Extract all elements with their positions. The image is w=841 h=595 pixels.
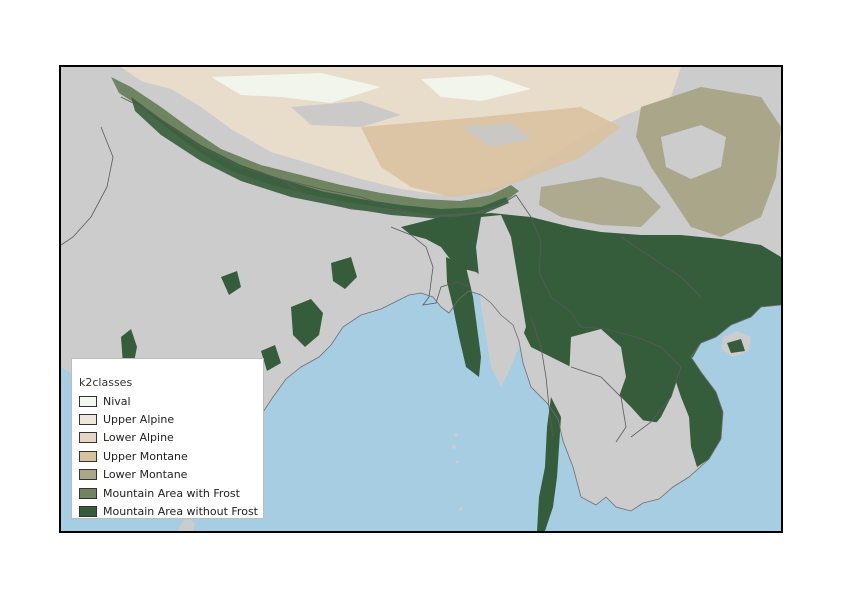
zone-himalaya-lower <box>131 97 509 219</box>
legend-label-nival: Nival <box>103 394 131 408</box>
legend-item-lower-alpine: Lower Alpine <box>79 429 263 447</box>
border-himalaya <box>120 96 517 218</box>
zone-india-patch-6 <box>261 345 281 371</box>
zone-india-patch-3 <box>331 257 357 289</box>
legend-label-lower-montane: Lower Montane <box>103 468 188 482</box>
island-nicobar <box>459 507 463 511</box>
legend-title: k2classes <box>79 376 133 389</box>
island-andaman-3 <box>455 460 459 464</box>
border-bangladesh <box>390 226 472 306</box>
border-thailand-cambodia <box>570 366 627 443</box>
legend-item-mountain-no-frost: Mountain Area without Frost <box>79 502 263 520</box>
zone-india-patch-1 <box>291 299 323 347</box>
zone-cambodia-lowland <box>613 417 673 487</box>
legend-swatch-lower-alpine <box>79 432 97 444</box>
border-myanmar-china <box>515 194 582 328</box>
legend-label-mountain-frost: Mountain Area with Frost <box>103 486 240 500</box>
legend-swatch-upper-alpine <box>79 414 97 426</box>
legend-swatch-mountain-frost <box>79 487 97 499</box>
zone-upper-montane-plateau <box>361 107 621 197</box>
legend-label-upper-alpine: Upper Alpine <box>103 413 175 427</box>
coastline <box>250 290 781 512</box>
map-legend: k2classes Nival Upper Alpine Lower Alpin… <box>71 358 264 519</box>
legend-label-mountain-no-frost: Mountain Area without Frost <box>103 505 258 519</box>
zone-india-patch-4 <box>221 271 241 295</box>
zone-india-patch-2 <box>121 329 137 367</box>
zone-malay-range <box>537 397 561 531</box>
zone-sichuan-basin <box>661 125 726 179</box>
legend-item-upper-alpine: Upper Alpine <box>79 410 263 428</box>
border-laos-vietnam <box>580 326 682 438</box>
zone-myanmar-west-range <box>446 257 481 377</box>
legend-swatch-upper-montane <box>79 450 97 462</box>
zone-thailand-lowland <box>569 329 626 417</box>
zone-hainan-green <box>727 339 745 353</box>
zone-yunnan-montane <box>539 177 661 227</box>
zone-nival-patches <box>211 73 531 103</box>
legend-item-nival: Nival <box>79 392 263 410</box>
legend-item-upper-montane: Upper Montane <box>79 447 263 465</box>
legend-swatch-nival <box>79 395 97 407</box>
island-sri-lanka <box>179 517 195 531</box>
zone-nival-grey <box>291 101 531 147</box>
country-borders <box>61 96 702 443</box>
legend-item-mountain-frost: Mountain Area with Frost <box>79 484 263 502</box>
island-andaman-1 <box>454 433 458 437</box>
zone-myanmar-valley <box>476 215 526 387</box>
legend-label-upper-montane: Upper Montane <box>103 449 188 463</box>
border-nepal-south <box>280 178 392 214</box>
legend-swatch-mountain-no-frost <box>79 506 97 518</box>
legend-swatch-lower-montane <box>79 469 97 481</box>
border-china-vietnam <box>620 236 702 298</box>
border-thailand-myanmar <box>530 316 554 438</box>
border-west <box>61 126 114 246</box>
legend-label-lower-alpine: Lower Alpine <box>103 431 174 445</box>
island-andaman-2 <box>452 445 456 449</box>
legend-item-lower-montane: Lower Montane <box>79 466 263 484</box>
